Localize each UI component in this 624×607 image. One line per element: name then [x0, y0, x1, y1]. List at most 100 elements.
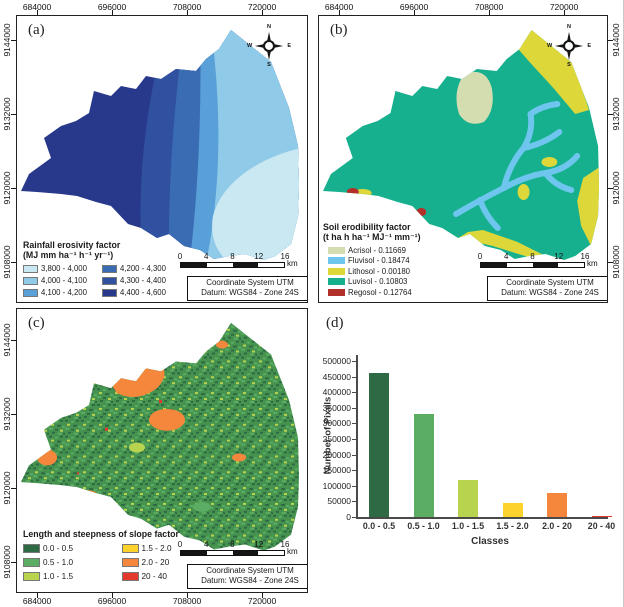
axis-tick-mark	[37, 593, 38, 598]
legend-title: Length and steepness of slope factor	[23, 529, 179, 539]
legend-item-label: Fluvisol - 0.18474	[348, 256, 410, 266]
legend-item-label: Acrisol - 0.11669	[348, 245, 406, 255]
scalebar-tick-label: 16	[280, 540, 290, 549]
y-tick-label: 150000	[322, 465, 351, 476]
compass-label-e: E	[287, 43, 291, 49]
legend-units: (t ha h ha⁻¹ MJ⁻¹ mm⁻¹)	[323, 232, 421, 243]
y-tick-mark	[352, 392, 356, 394]
legend-item-label: 4,200 - 4,300	[120, 264, 166, 274]
scalebar-segment	[206, 263, 233, 267]
legend-swatch	[23, 276, 38, 285]
legend-item: 4,300 - 4,400	[102, 275, 175, 287]
legend-item: Luvisol - 0.10803	[328, 277, 465, 288]
y-tick-mark	[352, 454, 356, 456]
scalebar-segment	[481, 263, 507, 267]
scalebar-segment	[181, 263, 207, 267]
compass-label-e: E	[587, 43, 591, 49]
axis-tick-label: 720000	[247, 596, 277, 606]
legend-swatch	[102, 276, 117, 285]
legend-swatch	[23, 543, 40, 553]
scalebar-tick-label: 0	[177, 540, 183, 549]
axis-tick-mark	[11, 40, 16, 41]
scalebar-tick-label: 8	[530, 252, 535, 261]
legend-item: Lithosol - 0.00180	[328, 266, 465, 277]
compass-rose-graphic	[554, 31, 584, 61]
chart-y-axis	[356, 355, 358, 518]
scalebar-segment	[206, 551, 233, 555]
panel-label-b: (b)	[330, 22, 348, 38]
legend-title: Soil erodibility factor	[323, 222, 411, 232]
legend-item-label: Luvisol - 0.10803	[348, 277, 408, 287]
legend-item-label: 0.0 - 0.5	[43, 543, 74, 553]
map-panel-c: (c) Length and steepness of slope factor…	[16, 308, 308, 593]
scalebar-labels: 0 4 8 12 16	[175, 540, 300, 549]
scalebar-tick-label: 8	[230, 540, 235, 549]
axis-tick-mark	[11, 562, 16, 563]
y-axis-title: Number of Pixels	[322, 396, 334, 475]
axis-tick-mark	[11, 414, 16, 415]
legend-item-label: 20 - 40	[141, 571, 168, 581]
scalebar-segment	[558, 263, 584, 267]
scalebar-tick-label: 8	[230, 252, 235, 261]
axis-tick-mark	[262, 593, 263, 598]
legend-item-label: 4,300 - 4,400	[120, 276, 166, 286]
legend-slope-factor: Length and steepness of slope factor 0.0…	[23, 529, 208, 583]
scalebar-bar	[480, 262, 585, 268]
legend-item-label: 3,800 - 4,000	[41, 264, 87, 274]
y-tick-label: 400000	[322, 387, 351, 398]
legend-item: Acrisol - 0.11669	[328, 245, 465, 256]
scalebar-tick-label: 4	[204, 540, 209, 549]
bar-0.0-0.5	[369, 373, 389, 517]
rainfall-erosivity-map	[21, 30, 299, 260]
axis-tick-label: 708000	[172, 2, 202, 12]
x-tick-label: 20 - 40	[587, 521, 616, 531]
scalebar-tick-label: 16	[580, 252, 590, 261]
legend-item-label: Regosol - 0.12764	[348, 287, 412, 297]
scalebar-tick-label: 4	[204, 252, 209, 261]
scalebar-segment	[232, 263, 259, 267]
axis-tick-mark	[608, 114, 613, 115]
scalebar: 0 4 8 12 16 km	[475, 252, 600, 274]
legend-item: 4,400 - 4,600	[102, 287, 175, 299]
y-tick-label: 100000	[322, 480, 351, 491]
compass-rose-graphic	[254, 31, 284, 61]
legend-swatch	[23, 557, 40, 567]
scalebar-labels: 0 4 8 12 16	[475, 252, 600, 261]
coord-line-2: Datum: WGS84 - Zone 24S	[501, 288, 599, 298]
legend-item: 2.0 - 20	[121, 555, 209, 569]
scalebar-tick-label: 12	[254, 540, 264, 549]
axis-tick-mark	[11, 340, 16, 341]
legend-swatch	[328, 257, 345, 265]
y-tick-label: 300000	[322, 418, 351, 429]
axis-tick-label: 684000	[22, 2, 52, 12]
y-tick-label: 200000	[322, 449, 351, 460]
compass-label-n: N	[267, 24, 271, 30]
chart-x-axis	[356, 517, 608, 519]
legend-item-label: Lithosol - 0.00180	[348, 266, 410, 276]
axis-tick-label: 708000	[474, 2, 504, 12]
legend-item: 1.5 - 2.0	[121, 541, 209, 555]
scalebar-bar	[180, 262, 285, 268]
legend-items: 0.0 - 0.5 0.5 - 1.0 1.0 - 1.5 1.5 - 2.0 2.0 …	[23, 541, 208, 583]
axis-tick-mark	[11, 262, 16, 263]
axis-tick-label: 684000	[22, 596, 52, 606]
y-tick-mark	[352, 501, 356, 503]
coordinate-system-box: Coordinate System UTM Datum: WGS84 - Zon…	[187, 276, 307, 301]
scalebar: 0 4 8 12 16 km	[175, 252, 300, 274]
y-tick-label: 50000	[327, 496, 351, 507]
coord-line-2: Datum: WGS84 - Zone 24S	[201, 288, 299, 298]
legend-swatch	[23, 571, 40, 581]
y-tick-mark	[352, 361, 356, 362]
legend-swatch	[121, 543, 139, 553]
coord-line-1: Coordinate System UTM	[206, 566, 294, 575]
bar-chart: 0 50000 100000 150000 200000 250000 300000 3500…	[312, 305, 623, 607]
legend-item-label: 2.0 - 20	[141, 557, 170, 567]
scalebar-segment	[258, 263, 284, 267]
compass-icon: N E S W	[547, 24, 591, 68]
legend-swatch	[121, 557, 139, 567]
legend-title: Rainfall erosivity factor	[23, 240, 121, 250]
axis-tick-mark	[187, 593, 188, 598]
scalebar-tick-label: 4	[504, 252, 509, 261]
scalebar-unit: km	[287, 259, 298, 268]
legend-swatch	[328, 246, 345, 254]
